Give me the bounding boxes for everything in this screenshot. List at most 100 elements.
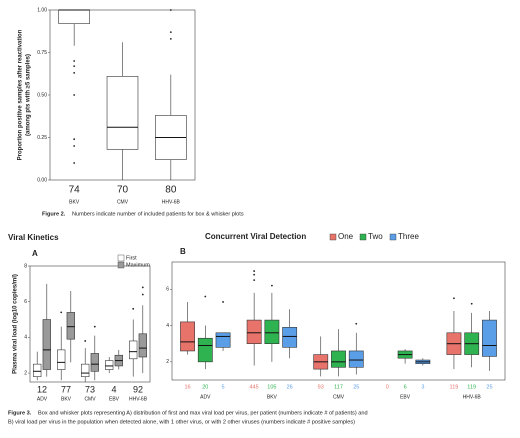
count-label: 6	[404, 384, 407, 390]
x-tick-label: ADV	[37, 396, 48, 402]
box	[90, 353, 99, 372]
legend-swatch	[117, 254, 125, 262]
count-label: 105	[267, 384, 276, 390]
outlier	[141, 293, 144, 296]
outlier	[73, 72, 76, 74]
box	[129, 340, 138, 360]
count-label: 4	[111, 384, 116, 394]
box	[81, 363, 90, 377]
count-label: 25	[353, 384, 359, 390]
outlier	[84, 340, 87, 342]
count-label: 77	[61, 384, 71, 394]
legend-label: First	[126, 255, 137, 261]
outlier	[253, 279, 256, 282]
box	[58, 9, 90, 24]
x-tick-label: ADV	[200, 394, 211, 400]
x-tick-label: BKV	[267, 394, 278, 400]
legend-swatch	[359, 233, 367, 241]
box	[482, 319, 497, 357]
y-tick-label: 8	[24, 263, 27, 269]
y-tick-label: 1.00	[37, 7, 47, 13]
caption-text: Box and whisker plots representing A) di…	[38, 410, 368, 416]
box	[197, 337, 213, 363]
box	[180, 321, 195, 352]
outlier	[169, 38, 172, 40]
box	[264, 319, 280, 344]
box	[348, 350, 364, 368]
count-label: 20	[202, 384, 208, 390]
count-label: 16	[184, 384, 190, 390]
caption-label: Figure 2.	[42, 211, 66, 217]
caption-text: Numbers indicate number of included pati…	[72, 211, 244, 217]
x-tick-label: HHV-6B	[463, 394, 482, 400]
outlier	[204, 295, 207, 298]
outlier	[271, 284, 273, 287]
box	[138, 333, 147, 358]
legend-swatch	[389, 233, 397, 241]
legend-label: One	[338, 232, 354, 241]
chart-title: Concurrent Viral Detection	[205, 232, 306, 241]
box	[246, 319, 262, 344]
box	[42, 319, 51, 370]
count-label: 0	[386, 384, 389, 390]
y-tick-label: 6	[24, 299, 27, 305]
count-label: 80	[165, 185, 177, 196]
chart-title: Viral Kinetics	[8, 233, 59, 242]
x-tick-label: CMV	[333, 394, 345, 400]
count-label: 12	[37, 384, 47, 394]
count-label: 26	[287, 384, 293, 390]
outlier	[470, 302, 473, 305]
outlier	[73, 145, 76, 147]
y-tick-label: 0.00	[37, 177, 47, 183]
count-label: 445	[250, 384, 259, 390]
x-tick-label: BKV	[69, 199, 80, 205]
legend-label: Three	[398, 232, 419, 241]
count-label: 74	[69, 185, 81, 196]
box	[106, 76, 139, 150]
count-label: 3	[421, 384, 424, 390]
outlier	[355, 322, 358, 325]
x-tick-label: HHV-6B	[129, 396, 148, 402]
count-label: 117	[334, 384, 343, 390]
panel-label: B	[180, 247, 186, 256]
outlier	[60, 311, 63, 314]
y-tick-label: 2	[166, 359, 169, 365]
caption-label: Figure 3.	[8, 410, 32, 416]
count-label: 25	[486, 384, 492, 390]
y-tick-label: 4	[166, 323, 169, 329]
caption-text: B) viral load per virus in the populatio…	[8, 419, 355, 425]
panel-label: A	[32, 249, 38, 258]
y-tick-label: 4	[24, 335, 27, 341]
count-label: 5	[222, 384, 225, 390]
plot-frame	[171, 261, 506, 381]
x-tick-label: CMV	[84, 396, 96, 402]
y-tick-label: 6	[166, 287, 169, 293]
legend-swatch	[329, 233, 337, 241]
y-tick-label: 0.75	[37, 50, 47, 56]
count-label: 92	[133, 384, 143, 394]
box	[66, 312, 75, 340]
x-tick-label: EBV	[400, 394, 411, 400]
outlier	[132, 307, 135, 310]
outlier	[169, 31, 172, 33]
outlier	[222, 301, 224, 303]
box	[33, 363, 42, 377]
x-tick-label: BKV	[61, 396, 72, 402]
outlier	[253, 273, 256, 276]
legend-label: Two	[368, 232, 383, 241]
box	[57, 349, 66, 370]
y-tick-label: 2	[24, 370, 27, 376]
y-tick-label: 0.50	[37, 92, 47, 98]
box	[282, 327, 298, 348]
y-axis-label: (among pts with ≥5 samples)	[26, 54, 32, 136]
box	[331, 350, 346, 368]
y-axis-label: Proportion positive samples after reacti…	[18, 29, 24, 160]
y-axis-label: Plasma viral load (log10 copies/ml)	[13, 274, 19, 374]
x-tick-label: HHV-6B	[162, 199, 181, 205]
outlier	[93, 325, 96, 328]
outlier	[73, 65, 76, 67]
plot-frame	[29, 265, 151, 383]
count-label: 119	[467, 384, 476, 390]
count-label: 70	[117, 185, 129, 196]
